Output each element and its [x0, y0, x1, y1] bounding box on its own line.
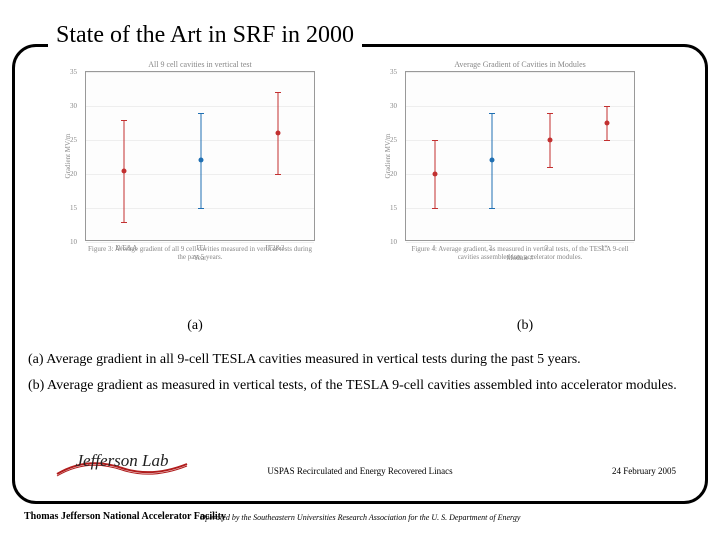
chart-b-small-title: Average Gradient of Cavities in Modules: [454, 60, 586, 69]
caption-a: (a) Average gradient in all 9-cell TESLA…: [28, 350, 692, 370]
chart-b: Gradient MV/m 1231* Module # 10152025303…: [405, 71, 635, 241]
chart-a-small-title: All 9 cell cavities in vertical test: [148, 60, 252, 69]
footer-operator: Operated by the Southeastern Universitie…: [0, 513, 720, 522]
footer-date: 24 February 2005: [612, 466, 676, 476]
chart-a-xlabel: Year: [86, 254, 314, 262]
jefferson-lab-logo: Jefferson Lab: [52, 446, 192, 484]
chart-b-xticks: 1231*: [406, 244, 634, 252]
caption-b: (b) Average gradient as measured in vert…: [28, 376, 692, 396]
charts-row: All 9 cell cavities in vertical test Gra…: [30, 60, 690, 262]
ab-labels: (a) (b): [30, 318, 690, 334]
chart-a: Gradient MV/m D/E&AIT1IT2&3 Year 1015202…: [85, 71, 315, 241]
label-b: (b): [360, 318, 690, 334]
label-a: (a): [30, 318, 360, 334]
chart-b-xlabel: Module #: [406, 254, 634, 262]
chart-a-xticks: D/E&AIT1IT2&3: [86, 244, 314, 252]
page-title: State of the Art in SRF in 2000: [48, 22, 362, 49]
chart-panel-b: Average Gradient of Cavities in Modules …: [380, 60, 660, 262]
captions: (a) Average gradient in all 9-cell TESLA…: [28, 350, 692, 401]
chart-panel-a: All 9 cell cavities in vertical test Gra…: [60, 60, 340, 262]
